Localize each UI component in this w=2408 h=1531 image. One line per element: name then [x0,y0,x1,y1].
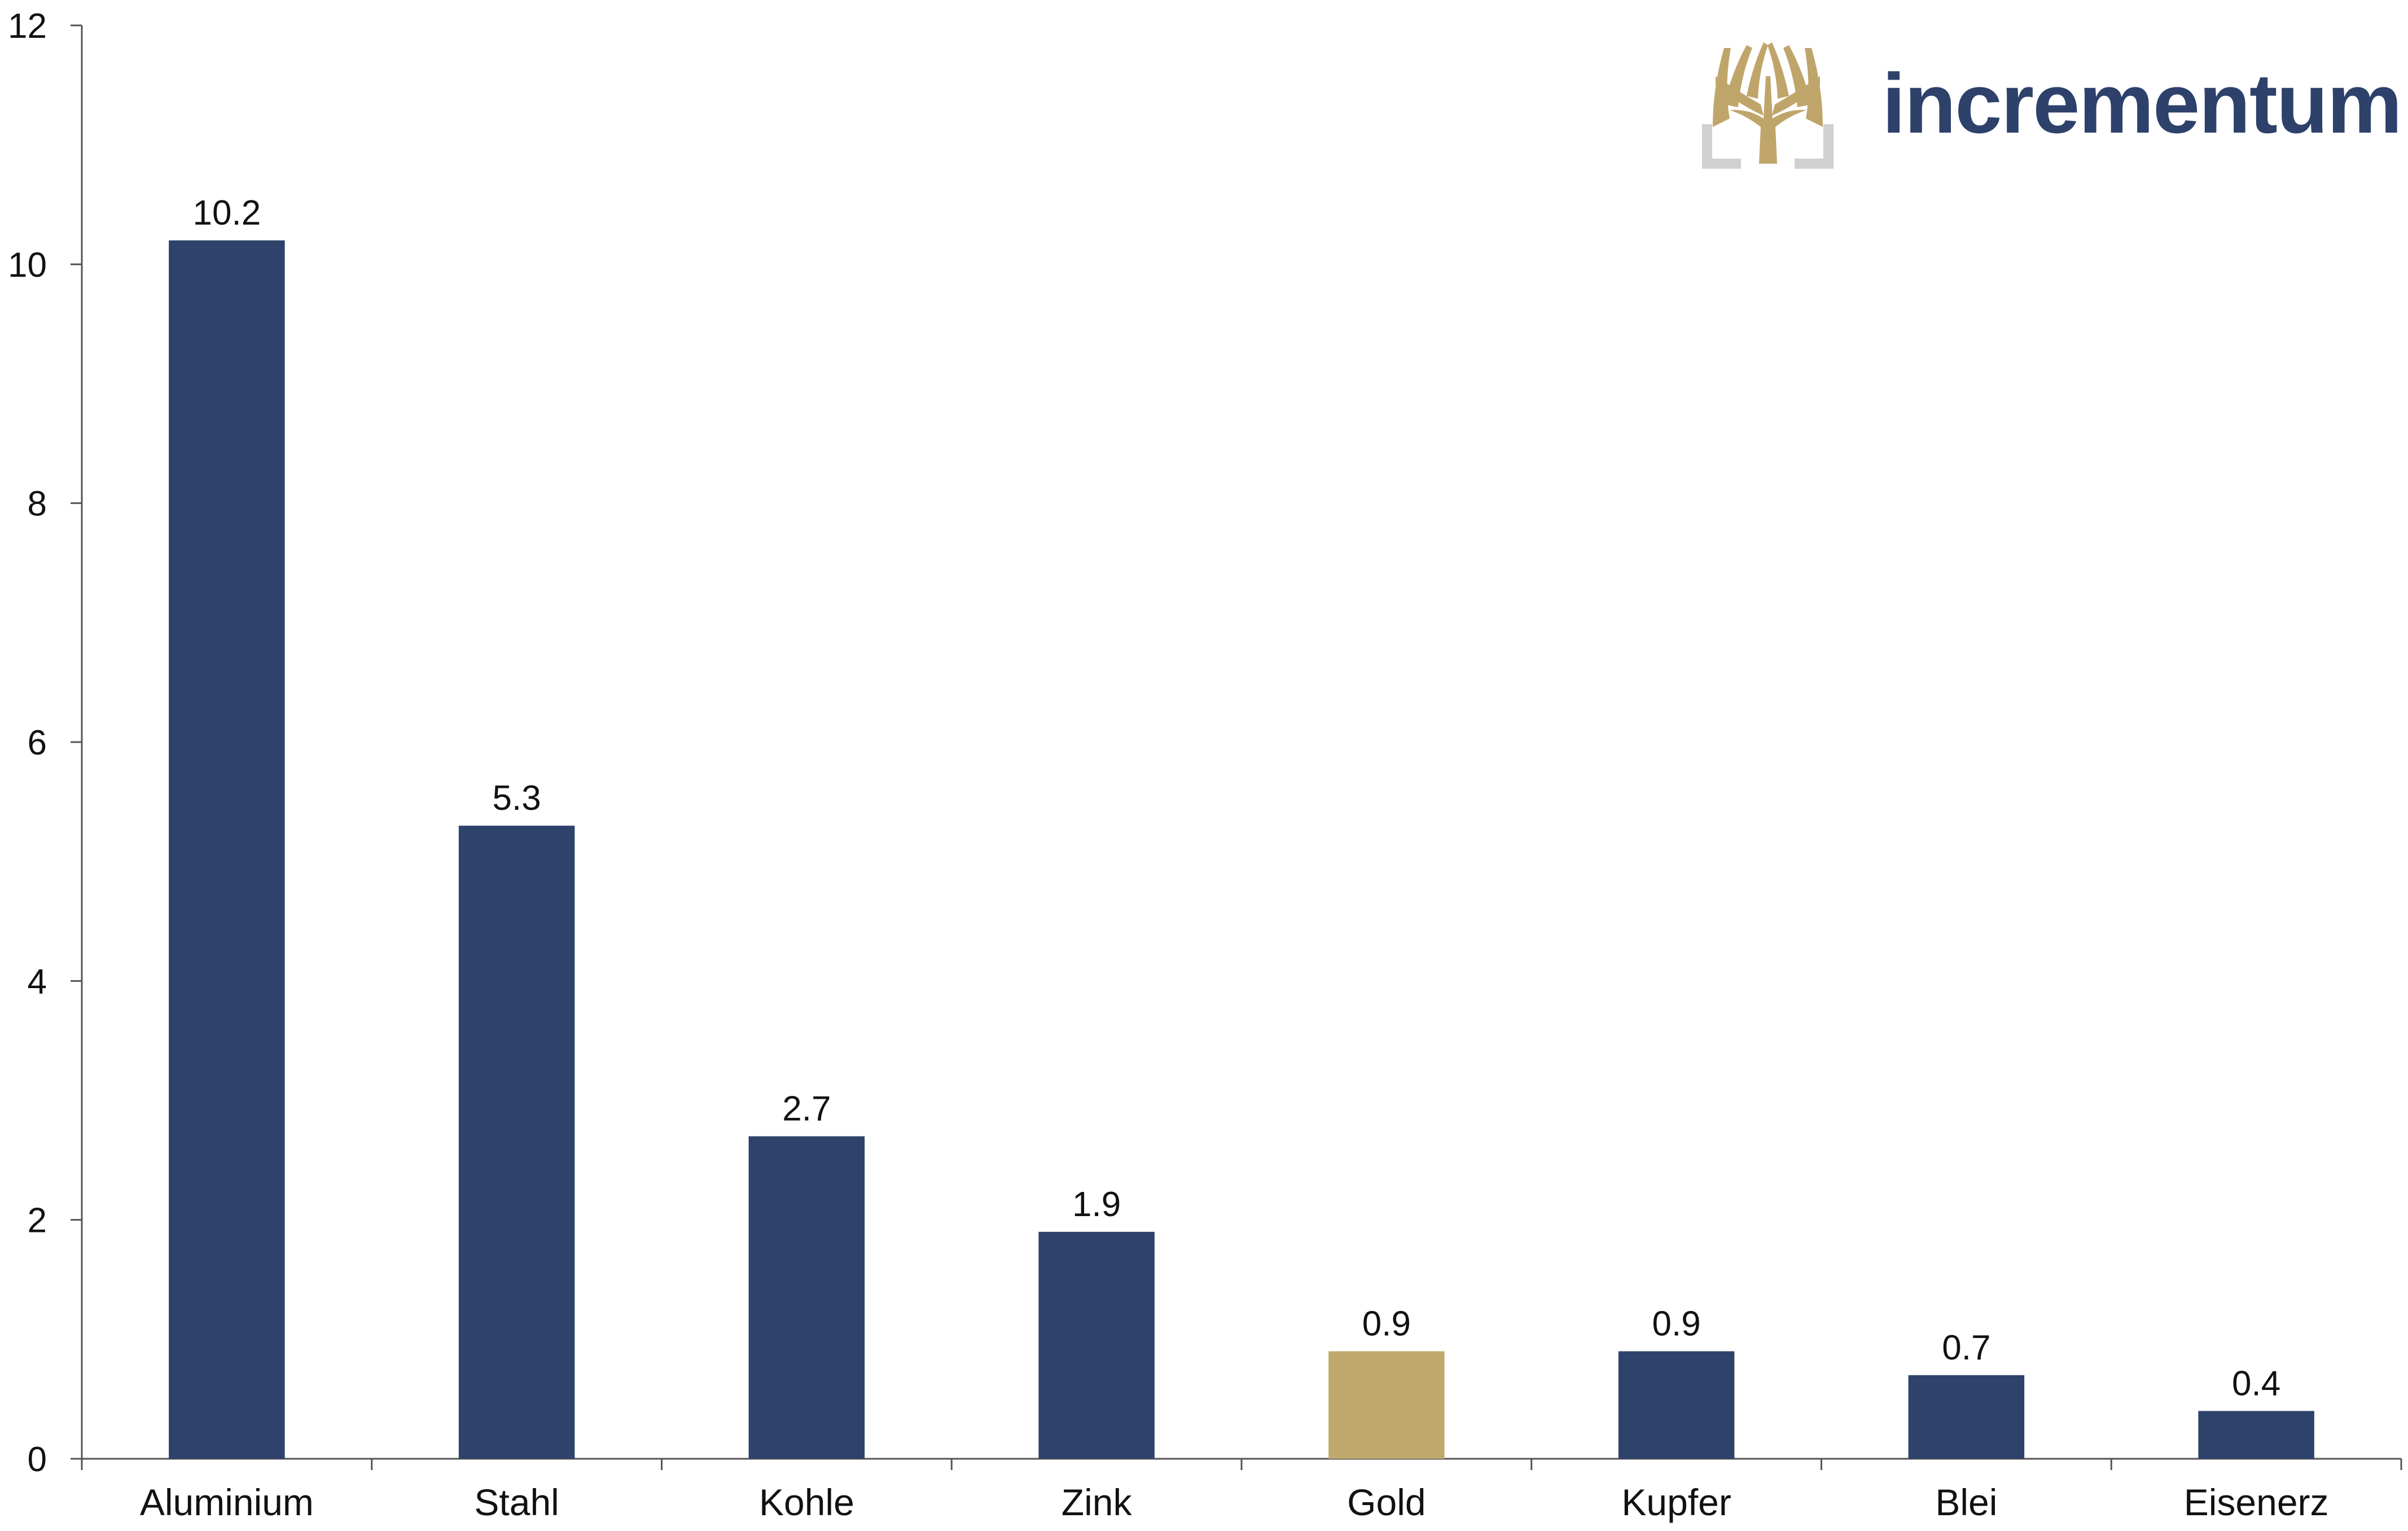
bar [1618,1351,1735,1459]
data-label: 10.2 [193,194,261,232]
y-tick-label: 10 [8,245,47,284]
bar [1038,1231,1155,1459]
bar [169,240,285,1459]
x-tick-label: Blei [1935,1481,1997,1523]
brand-logo: incrementum [1702,42,2402,169]
x-tick-label: Aluminium [140,1481,314,1523]
y-tick-label: 6 [28,723,47,762]
data-label: 5.3 [493,779,541,818]
data-label: 0.9 [1362,1305,1411,1344]
data-label: 0.7 [1942,1328,1990,1367]
bar [458,826,575,1459]
x-axis: Aluminium Stahl Kohle Zink Gold Kupfer Blei Eis… [81,1458,2402,1523]
x-tick-label: Zink [1062,1481,1133,1523]
y-tick-label: 2 [28,1201,47,1240]
y-tick-label: 8 [28,485,47,524]
x-tick-label: Kupfer [1621,1481,1731,1523]
bars [169,240,2314,1459]
y-tick-label: 0 [28,1440,47,1479]
data-label: 2.7 [782,1090,831,1129]
x-tick-label: Stahl [474,1481,559,1523]
bar [1328,1351,1445,1459]
tree-icon [1702,42,1834,169]
bar [748,1136,865,1459]
x-tick-label: Gold [1347,1481,1425,1523]
y-axis: 0 2 4 6 8 10 12 [8,7,83,1479]
bar [2198,1411,2314,1459]
data-label: 1.9 [1072,1185,1121,1224]
bar [1908,1375,2025,1459]
brand-name: incrementum [1882,56,2401,151]
y-tick-label: 4 [28,962,47,1001]
data-labels: 10.2 5.3 2.7 1.9 0.9 0.9 0.7 0.4 [193,194,2281,1403]
data-label: 0.4 [2232,1364,2280,1403]
y-tick-label: 12 [8,7,47,46]
data-label: 0.9 [1652,1305,1701,1344]
x-tick-label: Kohle [759,1481,854,1523]
x-tick-label: Eisenerz [2184,1481,2329,1523]
